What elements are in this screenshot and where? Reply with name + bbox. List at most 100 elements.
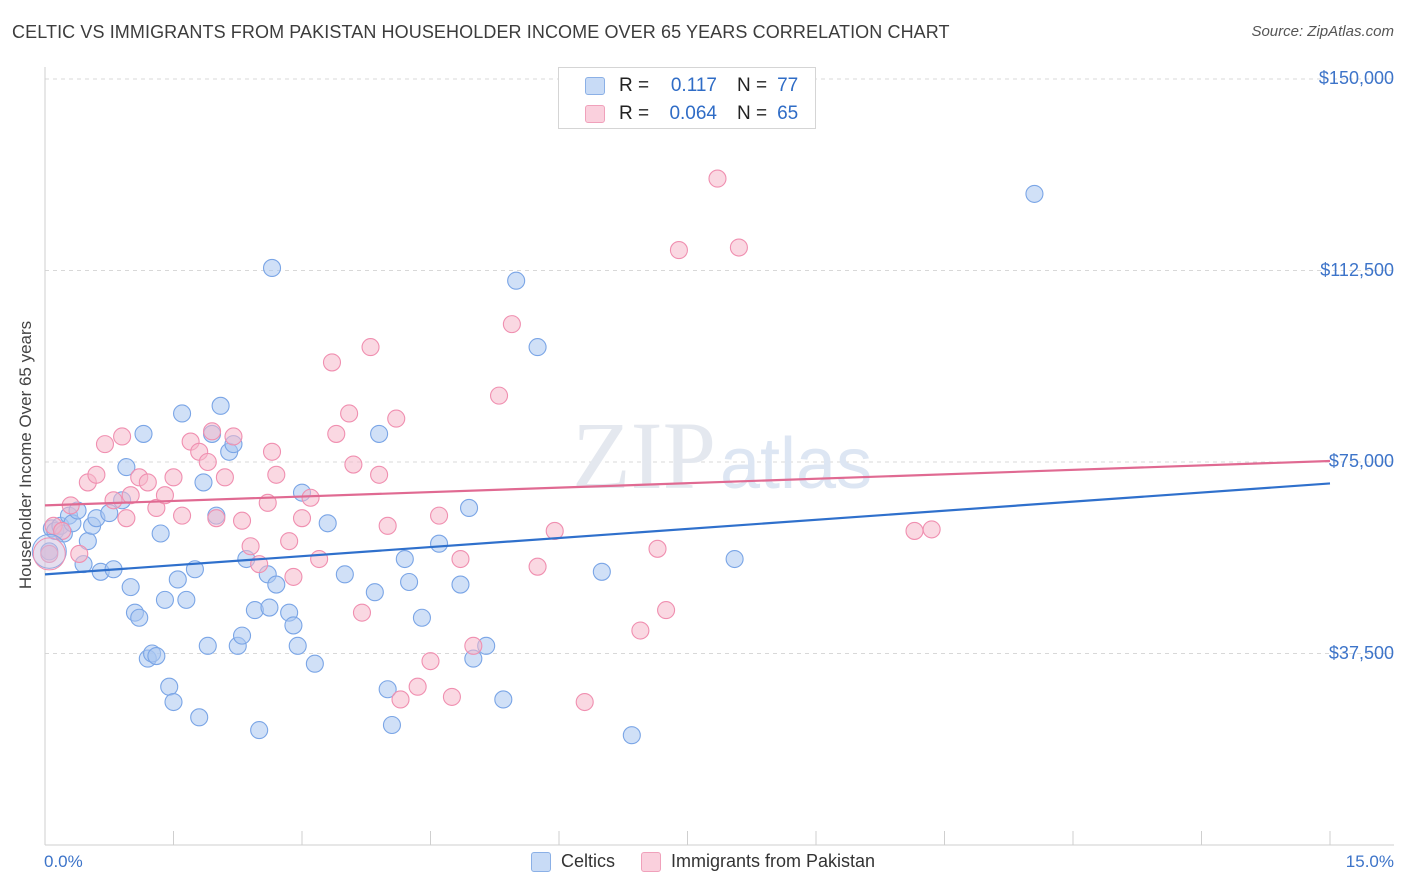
data-points — [31, 169, 1044, 745]
point-celtics — [232, 626, 252, 645]
legend-row-pakistan: R = 0.064 N = 65 — [585, 101, 798, 127]
point-celtics — [370, 424, 389, 443]
point-celtics — [151, 524, 170, 543]
point-pakistan — [173, 506, 192, 525]
point-pakistan — [408, 677, 427, 696]
point-pakistan — [631, 621, 650, 640]
legend-n-value: 65 — [777, 103, 799, 124]
point-pakistan — [657, 601, 676, 620]
point-pakistan — [203, 422, 222, 441]
point-pakistan — [117, 509, 136, 528]
point-celtics — [365, 583, 384, 602]
series-legend: Celtics Immigrants from Pakistan — [0, 851, 1406, 872]
point-celtics-cluster — [31, 533, 67, 569]
chart-title: CELTIC VS IMMIGRANTS FROM PAKISTAN HOUSE… — [12, 22, 950, 42]
legend-swatch-pakistan — [585, 105, 605, 123]
point-pakistan — [155, 486, 174, 505]
point-celtics — [194, 473, 213, 492]
point-pakistan — [545, 521, 564, 540]
point-pakistan — [421, 652, 440, 671]
point-celtics — [250, 721, 269, 740]
legend-label-pakistan: Immigrants from Pakistan — [670, 851, 876, 871]
point-celtics — [267, 575, 286, 594]
point-celtics — [211, 396, 230, 415]
watermark-atlas: atlas — [720, 424, 872, 504]
point-pakistan — [648, 539, 667, 558]
point-pakistan — [451, 549, 470, 569]
point-celtics — [592, 562, 611, 581]
legend-n-value: 77 — [777, 75, 799, 96]
point-pakistan — [502, 315, 521, 334]
legend-swatch-celtics — [530, 851, 551, 872]
point-celtics — [117, 458, 136, 477]
point-pakistan-cluster — [32, 537, 66, 571]
point-pakistan — [340, 404, 359, 423]
point-pakistan — [215, 468, 234, 487]
point-pakistan — [40, 544, 59, 563]
point-celtics — [160, 677, 179, 696]
point-celtics — [155, 590, 174, 609]
legend-r-value: 0.117 — [670, 75, 717, 96]
point-celtics — [335, 565, 354, 584]
point-celtics — [400, 572, 419, 592]
point-pakistan — [198, 452, 217, 472]
point-pakistan — [489, 386, 509, 405]
point-pakistan — [729, 238, 748, 257]
y-tick-label: $112,500 — [1320, 259, 1394, 280]
point-celtics — [121, 578, 140, 597]
point-pakistan — [292, 509, 312, 528]
point-celtics — [725, 549, 744, 569]
correlation-legend: R = 0.117 N = 77 R = 0.064 N = 65 — [558, 67, 816, 129]
point-pakistan — [207, 509, 226, 528]
point-pakistan — [430, 506, 449, 525]
point-celtics — [190, 708, 209, 727]
source-label: Source: ZipAtlas.com — [1251, 23, 1394, 40]
point-celtics — [318, 514, 337, 533]
point-pakistan — [284, 567, 303, 586]
point-pakistan — [138, 473, 157, 492]
point-celtics — [164, 692, 183, 712]
watermark-zip: ZIP — [572, 402, 716, 509]
y-tick-label: $37,500 — [1328, 642, 1394, 663]
point-celtics — [412, 608, 431, 627]
legend-item-celtics: Celtics — [530, 851, 615, 872]
legend-swatch-celtics — [585, 77, 605, 95]
point-celtics — [622, 726, 641, 745]
point-pakistan — [344, 455, 363, 474]
legend-label-celtics: Celtics — [560, 851, 615, 871]
point-celtics — [507, 271, 526, 290]
point-celtics — [262, 258, 282, 277]
trend-line-celtics — [44, 482, 1331, 576]
point-pakistan — [301, 488, 320, 507]
point-pakistan — [708, 169, 727, 188]
point-pakistan — [327, 424, 346, 443]
legend-r-label: R = — [619, 75, 650, 96]
point-celtics — [260, 598, 279, 617]
y-axis-label: Householder Income Over 65 years — [16, 320, 35, 590]
legend-row-celtics: R = 0.117 N = 77 — [585, 73, 798, 99]
point-celtics — [284, 616, 303, 635]
point-celtics — [395, 549, 414, 569]
point-pakistan — [361, 338, 380, 357]
point-pakistan — [575, 692, 594, 712]
point-pakistan — [113, 427, 132, 446]
point-pakistan — [322, 353, 342, 372]
point-celtics — [451, 575, 470, 594]
point-pakistan — [232, 511, 252, 530]
legend-swatch-pakistan — [640, 851, 661, 872]
x-tick-min: 0.0% — [44, 852, 83, 871]
point-pakistan — [310, 549, 329, 569]
point-pakistan — [922, 520, 941, 539]
point-celtics — [494, 690, 513, 709]
point-pakistan — [121, 486, 140, 505]
point-pakistan — [262, 442, 282, 461]
point-celtics — [173, 404, 192, 423]
point-pakistan — [104, 491, 123, 510]
point-pakistan — [669, 241, 688, 260]
point-pakistan — [53, 521, 72, 540]
legend-item-pakistan: Immigrants from Pakistan — [640, 851, 876, 872]
legend-r-value: 0.064 — [669, 103, 717, 124]
point-pakistan — [370, 465, 389, 484]
point-celtics — [459, 498, 479, 518]
point-pakistan — [87, 465, 106, 484]
